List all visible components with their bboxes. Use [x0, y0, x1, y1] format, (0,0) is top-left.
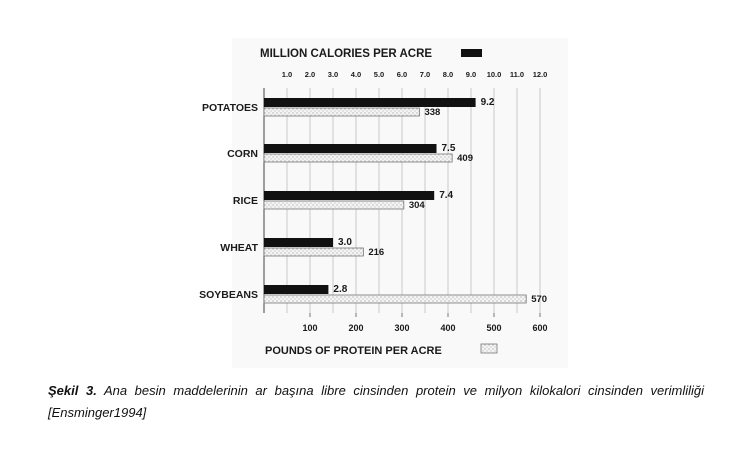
- top-tick-label: 2.0: [305, 70, 315, 79]
- bar-calories: [264, 285, 329, 294]
- bar-calories-value: 7.4: [439, 190, 453, 201]
- bar-protein: [263, 200, 405, 210]
- bar-protein-value: 304: [409, 200, 426, 211]
- legend-swatch-calories: [461, 49, 482, 57]
- bar-calories: [264, 144, 437, 153]
- bar-protein: [263, 153, 453, 163]
- bar-calories-value: 2.8: [333, 284, 347, 295]
- bottom-tick-label: 500: [486, 323, 501, 333]
- top-tick-label: 6.0: [397, 70, 407, 79]
- bottom-tick-label: 100: [302, 323, 317, 333]
- category-label: RICE: [233, 195, 258, 207]
- bar-calories: [264, 191, 435, 200]
- bar-calories: [264, 98, 476, 107]
- top-tick-label: 4.0: [351, 70, 361, 79]
- top-tick-label: 10.0: [487, 70, 502, 79]
- figure-caption: Şekil 3. Ana besin maddelerinin ar başın…: [48, 380, 704, 424]
- top-tick-label: 1.0: [282, 70, 292, 79]
- legend-swatch-protein: [480, 343, 498, 354]
- bar-protein-value: 216: [368, 247, 384, 258]
- bottom-axis-title: POUNDS OF PROTEIN PER ACRE: [265, 345, 442, 357]
- bottom-tick-label: 300: [394, 323, 409, 333]
- category-label: WHEAT: [220, 242, 258, 254]
- bottom-tick-label: 600: [532, 323, 547, 333]
- bar-calories: [264, 238, 333, 247]
- bar-protein-value: 338: [424, 107, 440, 118]
- bar-calories-value: 3.0: [338, 237, 352, 248]
- bar-protein: [263, 294, 527, 304]
- top-tick-label: 5.0: [374, 70, 384, 79]
- caption-label: Şekil 3.: [48, 383, 97, 398]
- top-tick-label: 3.0: [328, 70, 338, 79]
- bar-chart: 1.0 2.0 3.0 4.0 5.0 6.0 7.0 8.0 9.0 10.0 11.0 12.0 …: [199, 48, 548, 357]
- bar-protein-value: 409: [457, 153, 473, 164]
- top-tick-label: 12.0: [533, 70, 548, 79]
- bar-protein: [263, 107, 420, 117]
- bar-protein-value: 570: [531, 294, 547, 305]
- caption-text: Ana besin maddelerinin ar başına libre c…: [48, 383, 704, 420]
- category-label: CORN: [227, 148, 258, 160]
- category-label: SOYBEANS: [199, 289, 258, 301]
- bottom-tick-label: 200: [348, 323, 363, 333]
- bar-calories-value: 9.2: [481, 97, 495, 108]
- top-axis-title: MILLION CALORIES PER ACRE: [260, 48, 432, 60]
- top-tick-label: 7.0: [420, 70, 430, 79]
- bar-protein: [263, 247, 364, 257]
- bottom-tick-label: 400: [440, 323, 455, 333]
- bar-calories-value: 7.5: [442, 143, 456, 154]
- top-tick-label: 9.0: [466, 70, 476, 79]
- top-tick-label: 11.0: [510, 70, 524, 79]
- category-label: POTATOES: [202, 102, 258, 114]
- top-tick-label: 8.0: [443, 70, 453, 79]
